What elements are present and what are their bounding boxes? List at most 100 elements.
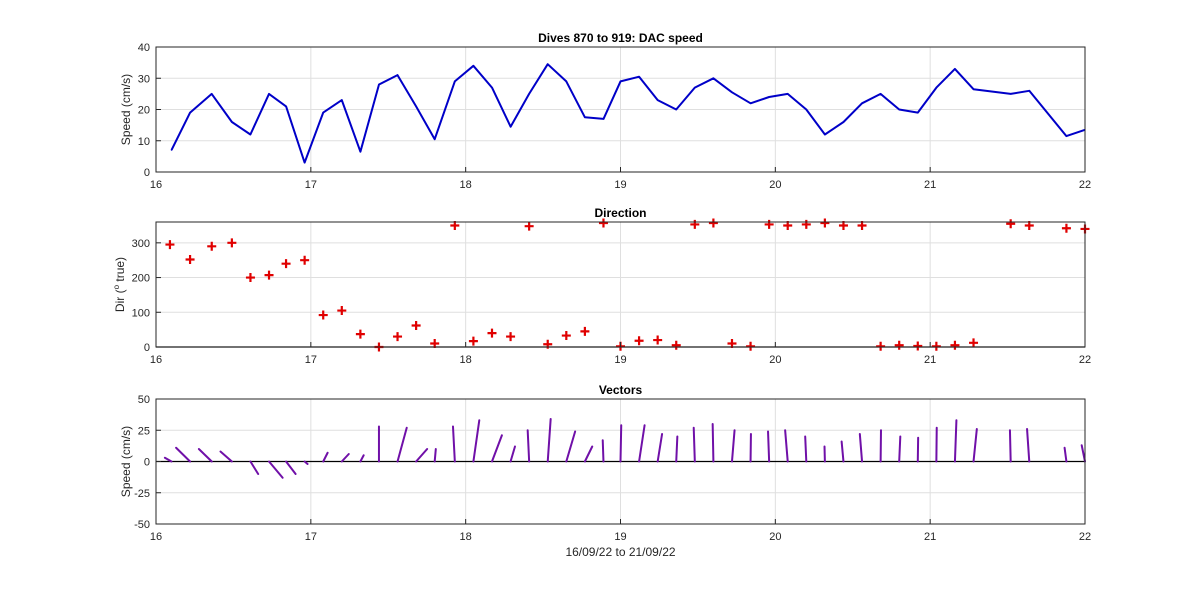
vectors-y-tick-label: -50 (134, 519, 150, 531)
speed-data-point (954, 68, 956, 70)
speed-data-point (509, 126, 512, 128)
speed-data-point (749, 102, 752, 104)
speed-data-point (694, 87, 696, 89)
direction-x-tick-label: 19 (614, 354, 626, 366)
speed-x-tick-label: 21 (924, 179, 936, 191)
speed-panel: 16 17 18 19 20 21 22 0 10 20 30 40 Dives 870 to 919… (119, 31, 1091, 191)
speed-data-point (249, 133, 252, 136)
vectors-x-tick-label: 22 (1079, 531, 1091, 543)
direction-point-marker (1006, 219, 1016, 229)
speed-data-point (359, 151, 361, 153)
speed-y-tick-label: 0 (144, 167, 150, 179)
direction-point-marker (708, 218, 718, 228)
vector-stick (415, 448, 429, 463)
speed-data-point (322, 112, 324, 114)
vector-stick (163, 456, 173, 463)
vector-stick (509, 445, 516, 463)
direction-x-tick-label: 16 (150, 354, 162, 366)
speed-data-point (1028, 90, 1030, 92)
speed-x-tick-label: 22 (1079, 179, 1091, 191)
vector-stick (583, 445, 594, 463)
direction-x-tick-label: 18 (460, 354, 472, 366)
vectors-y-tick-label: -25 (134, 488, 150, 500)
vector-stick (953, 419, 958, 463)
speed-x-tick-label: 16 (150, 179, 162, 191)
vectors-x-tick-label: 16 (150, 531, 162, 543)
direction-point-marker (337, 306, 347, 316)
vector-stick (730, 429, 736, 463)
vector-stick (490, 434, 503, 463)
speed-x-tick-label: 19 (614, 179, 626, 191)
direction-point-marker (468, 336, 478, 346)
speed-series-line (170, 63, 1086, 164)
direction-y-label-part-2: true) (113, 257, 127, 285)
vector-stick (526, 429, 531, 463)
speed-data-point (231, 121, 233, 123)
vector-stick (546, 418, 552, 463)
vectors-x-axis-label: 16/09/22 to 21/09/22 (565, 545, 675, 559)
speed-data-point (341, 99, 343, 101)
direction-point-marker (913, 341, 923, 351)
direction-point-marker (894, 340, 904, 350)
vector-stick (898, 435, 902, 463)
vector-stick (197, 448, 213, 463)
speed-data-point (285, 105, 287, 107)
direction-x-tick-label: 22 (1079, 354, 1091, 366)
vector-stick (303, 460, 309, 465)
speed-data-point (861, 102, 863, 104)
vector-stick (858, 433, 864, 463)
speed-data-point (917, 112, 919, 114)
vectors-y-tick-label: 0 (144, 457, 150, 469)
direction-x-tick-label: 20 (769, 354, 781, 366)
direction-point-marker (264, 270, 274, 280)
direction-point-marker (411, 320, 421, 330)
speed-data-point (842, 121, 845, 123)
speed-data-point (472, 65, 475, 67)
speed-data-point (211, 93, 213, 95)
direction-point-marker (355, 329, 365, 339)
vector-stick (1008, 429, 1012, 463)
vector-stick (601, 439, 605, 463)
speed-data-point (170, 149, 173, 151)
vector-stick (219, 450, 233, 463)
direction-x-tick-label: 21 (924, 354, 936, 366)
speed-data-point (787, 93, 789, 95)
vector-stick (285, 460, 297, 475)
vector-stick (1026, 428, 1031, 463)
vectors-x-tick-label: 17 (305, 531, 317, 543)
direction-point-marker (671, 340, 681, 350)
direction-point-marker (580, 326, 590, 336)
speed-data-point (189, 112, 191, 114)
direction-point-marker (393, 332, 403, 342)
vectors-panel: 16 17 18 19 20 21 22 -50 -25 0 25 50 Vectors Speed … (119, 383, 1091, 559)
vectors-chart-title: Vectors (599, 383, 643, 397)
vectors-x-tick-label: 20 (769, 531, 781, 543)
vector-stick (767, 430, 771, 463)
speed-data-point (675, 108, 677, 111)
direction-point-marker (598, 218, 608, 228)
speed-y-tick-label: 10 (138, 136, 150, 148)
direction-y-tick-label: 200 (132, 273, 150, 285)
vector-stick (972, 428, 978, 463)
speed-data-point (935, 87, 937, 89)
vector-stick (656, 433, 664, 463)
speed-data-point (824, 133, 826, 136)
direction-y-tick-label: 100 (132, 307, 150, 319)
speed-data-point (565, 80, 567, 82)
direction-point-marker (165, 240, 175, 250)
direction-point-marker (653, 335, 663, 345)
speed-data-point (415, 105, 417, 107)
direction-y-tick-label: 300 (132, 238, 150, 250)
direction-y-label-part-1: Dir ( (113, 289, 127, 312)
speed-data-point (731, 91, 733, 93)
speed-data-point (491, 87, 493, 89)
vector-stick (1063, 446, 1068, 463)
speed-data-point (972, 88, 975, 90)
vector-stick (638, 424, 646, 463)
vector-stick (675, 435, 679, 463)
speed-chart-title: Dives 870 to 919: DAC speed (538, 31, 703, 45)
vector-stick (268, 460, 284, 479)
speed-y-axis-label: Speed (cm/s) (119, 74, 133, 145)
speed-data-point (547, 63, 549, 65)
